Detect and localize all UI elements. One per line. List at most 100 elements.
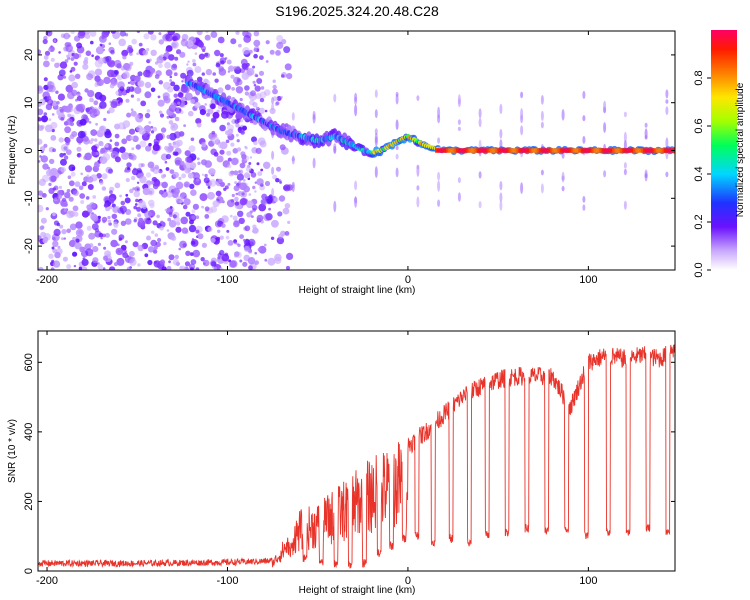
noise-blob — [107, 60, 116, 68]
noise-blob — [97, 262, 100, 265]
noise-blob — [236, 65, 241, 70]
noise-blob — [113, 59, 122, 68]
noise-blob — [180, 39, 189, 47]
noise-blob — [256, 214, 264, 222]
noise-blob — [215, 62, 221, 68]
ridge-peak — [483, 148, 487, 153]
noise-blob — [239, 97, 243, 102]
noise-blob — [236, 79, 243, 86]
noise-blob — [234, 196, 239, 202]
noise-blob — [78, 185, 84, 191]
noise-blob — [97, 242, 101, 246]
streak-blob — [623, 162, 627, 169]
ridge-peak — [605, 148, 608, 153]
ridge-peak — [551, 148, 555, 153]
snr-ylabel: SNR (10 * v/v) — [7, 419, 18, 483]
noise-blob — [64, 126, 71, 134]
noise-blob — [177, 101, 181, 105]
noise-blob — [114, 141, 120, 147]
ridge-peak — [501, 148, 504, 153]
noise-blob — [65, 137, 71, 144]
noise-blob — [253, 39, 261, 47]
noise-blob — [173, 84, 180, 92]
noise-blob — [99, 149, 105, 155]
noise-blob — [158, 39, 164, 45]
noise-blob — [132, 241, 139, 248]
ridge-peak — [477, 148, 480, 153]
ridge-peak — [600, 148, 604, 153]
ridge-peak — [569, 148, 573, 153]
noise-blob — [92, 195, 97, 199]
streak-blob — [603, 170, 607, 178]
noise-blob — [52, 187, 56, 191]
noise-blob — [157, 95, 161, 99]
ridge-peak — [660, 148, 664, 153]
noise-blob — [52, 260, 61, 268]
noise-blob — [159, 168, 162, 172]
noise-blob — [107, 168, 114, 174]
noise-blob — [170, 235, 177, 241]
noise-blob — [287, 220, 291, 224]
noise-blob — [66, 228, 71, 234]
noise-blob — [174, 157, 183, 165]
noise-blob — [263, 161, 271, 169]
noise-blob — [159, 113, 165, 118]
ridge-peak — [620, 148, 623, 153]
noise-blob — [183, 181, 190, 188]
noise-blob — [172, 140, 180, 149]
noise-blob — [207, 226, 213, 232]
ridge-peak — [516, 148, 519, 153]
streak-blob — [416, 95, 420, 101]
noise-blob — [238, 126, 243, 131]
streak-blob — [623, 140, 627, 150]
noise-blob — [85, 248, 94, 257]
ridge-peak — [529, 148, 532, 153]
noise-blob — [125, 193, 129, 197]
noise-blob — [62, 256, 68, 262]
ridge-peak — [498, 148, 501, 153]
noise-blob — [239, 259, 243, 263]
noise-blob — [75, 221, 83, 229]
noise-blob — [158, 110, 163, 115]
ridge-peak — [608, 148, 612, 153]
noise-blob — [81, 181, 87, 187]
noise-blob — [234, 181, 238, 185]
ridge-peak — [595, 148, 599, 153]
noise-blob — [121, 138, 128, 145]
noise-blob — [88, 232, 96, 240]
ridge-peak — [668, 148, 672, 153]
noise-blob — [286, 252, 294, 260]
noise-blob — [185, 156, 192, 163]
streak-blob — [437, 199, 441, 207]
ridge-peak — [462, 148, 465, 153]
noise-blob — [110, 239, 118, 248]
noise-blob — [144, 91, 152, 99]
ridge-peak — [465, 148, 469, 153]
noise-blob — [86, 73, 94, 81]
noise-blob — [70, 57, 75, 61]
noise-blob — [50, 45, 53, 48]
noise-blob — [197, 233, 204, 240]
noise-blob — [258, 203, 267, 212]
noise-blob — [52, 148, 56, 153]
noise-blob — [276, 166, 281, 172]
ridge-peak — [478, 148, 482, 153]
noise-blob — [204, 173, 208, 178]
streak-blob — [561, 185, 565, 192]
noise-blob — [43, 60, 50, 68]
noise-blob — [52, 240, 59, 247]
noise-blob — [130, 108, 134, 111]
noise-blob — [152, 126, 158, 132]
noise-blob — [45, 103, 53, 111]
noise-blob — [133, 190, 140, 198]
noise-blob — [181, 227, 189, 234]
noise-blob — [211, 261, 217, 267]
noise-blob — [86, 174, 90, 177]
ridge-peak — [621, 148, 625, 153]
ridge-peak — [589, 148, 592, 153]
noise-blob — [59, 224, 64, 229]
noise-blob — [230, 74, 235, 79]
noise-blob — [204, 214, 210, 219]
noise-blob — [195, 118, 202, 125]
noise-blob — [64, 105, 72, 113]
